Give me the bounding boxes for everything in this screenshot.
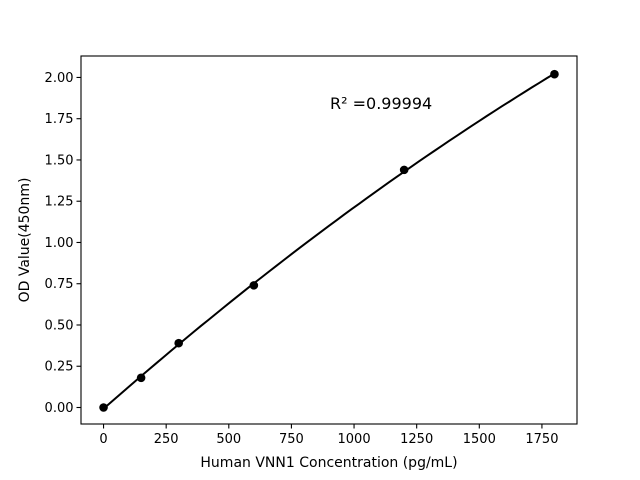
x-tick-label: 1000 (338, 432, 371, 447)
x-tick-label: 750 (279, 432, 304, 447)
y-tick-label: 0.25 (45, 360, 74, 375)
data-point (136, 373, 146, 383)
data-point (174, 338, 183, 348)
y-tick-label: 1.00 (45, 236, 74, 251)
y-tick-label: 0.00 (45, 401, 74, 416)
y-tick-label: 1.25 (45, 195, 74, 210)
x-tick-label: 500 (216, 432, 241, 447)
x-axis-ticks: 0 250 500 750 1000 1250 1500 1750 (99, 424, 558, 447)
data-point (99, 403, 108, 412)
y-tick-label: 1.75 (45, 112, 74, 127)
plot-frame (80, 55, 578, 425)
y-tick-label: 2.00 (45, 71, 74, 86)
x-tick-label: 1750 (525, 432, 558, 447)
data-point (399, 165, 409, 175)
x-tick-label: 1250 (400, 432, 433, 447)
x-tick-label: 250 (154, 432, 179, 447)
data-point (550, 69, 559, 79)
y-axis-label: OD Value(450nm) (17, 178, 33, 303)
y-tick-label: 0.50 (45, 318, 74, 333)
data-points (99, 69, 559, 412)
x-axis-label: Human VNN1 Concentration (pg/mL) (200, 455, 457, 471)
data-point (249, 281, 259, 290)
y-tick-label: 1.50 (45, 153, 74, 168)
r-squared-annotation: R² =0.99994 (330, 94, 432, 113)
fit-curve-line (102, 72, 556, 410)
y-axis-ticks: 0.00 0.25 0.50 0.75 1.00 1.25 1.50 1.75 2.00 (45, 71, 81, 416)
x-tick-label: 0 (99, 432, 107, 447)
y-tick-label: 0.75 (45, 277, 74, 292)
x-tick-label: 1500 (463, 432, 496, 447)
